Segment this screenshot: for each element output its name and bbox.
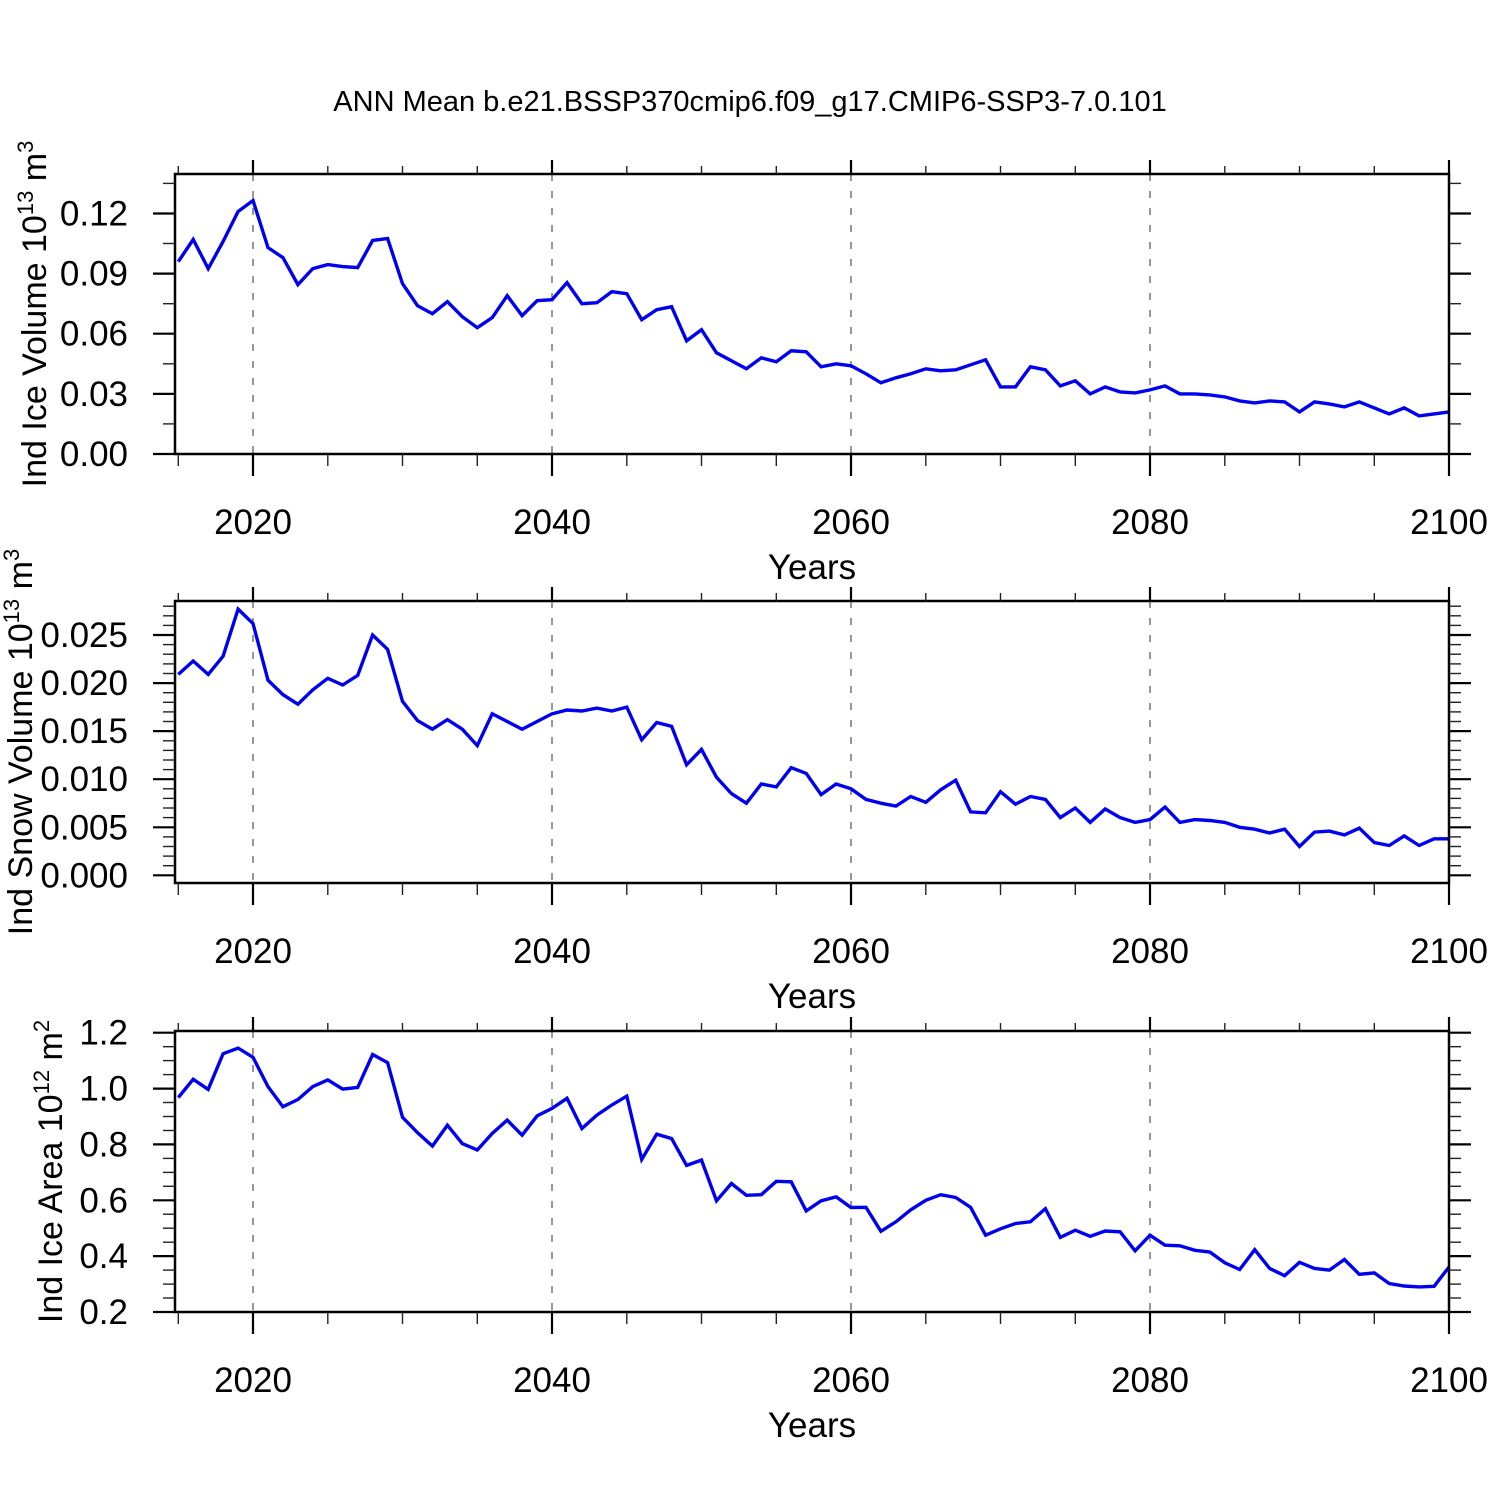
x-tick-label: 2020: [214, 503, 292, 542]
plot-frame: [173, 1029, 1451, 1314]
x-tick-label: 2060: [812, 932, 890, 971]
x-tick-label: 2040: [513, 503, 591, 542]
series-line-ice-volume: [176, 197, 1450, 418]
y-tick-label: 0.8: [79, 1125, 128, 1164]
x-tick-label: 2060: [812, 503, 890, 542]
x-tick-label: 2040: [513, 1361, 591, 1400]
x-tick-label: 2100: [1410, 1361, 1488, 1400]
panel-ice-area: 2020 2040 2060 2080 2100 0.2 0.4 0.6 0.8 1.0 1.2 Ye…: [29, 1014, 1488, 1445]
y-tick-label: 0.015: [40, 712, 128, 751]
x-tick-label: 2060: [812, 1361, 890, 1400]
series-line-ice-area: [176, 1046, 1451, 1289]
y-axis-title: Ind Ice Volume 1013 m3: [13, 141, 54, 488]
y-tick-label: 0.020: [40, 664, 128, 703]
y-tick-label: 0.6: [79, 1181, 128, 1220]
x-axis-title: Years: [768, 977, 856, 1016]
y-tick-label: 0.005: [40, 808, 128, 847]
x-axis-title: Years: [768, 1406, 856, 1445]
x-tick-label: 2100: [1410, 503, 1488, 542]
y-tick-label: 0.06: [60, 315, 128, 354]
y-tick-label: 0.000: [40, 856, 128, 895]
plot-frame: [173, 172, 1451, 456]
y-tick-label: 0.025: [40, 616, 128, 655]
x-tick-label: 2040: [513, 932, 591, 971]
y-axis-title: Ind Ice Area 1012 m2: [29, 1020, 70, 1323]
y-tick-label: 1.2: [79, 1014, 128, 1053]
series-line-snow-volume: [177, 605, 1449, 849]
x-tick-label: 2020: [214, 1361, 292, 1400]
x-tick-label: 2020: [214, 932, 292, 971]
y-tick-label: 0.4: [79, 1237, 128, 1276]
chart-title: ANN Mean b.e21.BSSP370cmip6.f09_g17.CMIP…: [333, 86, 1167, 118]
plot-frame: [173, 599, 1451, 885]
panel-snow-volume: 2020 2040 2060 2080 2100 0.000 0.005 0.010 0.015…: [0, 549, 1488, 1016]
x-tick-label: 2080: [1111, 932, 1189, 971]
x-tick-label: 2080: [1111, 1361, 1189, 1400]
x-tick-label: 2100: [1410, 932, 1488, 971]
y-tick-label: 0.00: [60, 435, 128, 474]
x-tick-label: 2080: [1111, 503, 1189, 542]
y-tick-label: 1.0: [79, 1070, 128, 1109]
y-tick-label: 0.010: [40, 760, 128, 799]
y-tick-label: 0.2: [79, 1293, 128, 1332]
y-tick-label: 0.09: [60, 255, 128, 294]
y-axis-title: Ind Snow Volume 1013 m3: [0, 549, 40, 935]
y-tick-label: 0.03: [60, 375, 128, 414]
panel-ice-volume: 2020 2040 2060 2080 2100 0.00 0.03 0.06 0.09 0.12…: [13, 141, 1488, 587]
x-axis-title: Years: [768, 548, 856, 587]
y-tick-label: 0.12: [60, 195, 128, 234]
